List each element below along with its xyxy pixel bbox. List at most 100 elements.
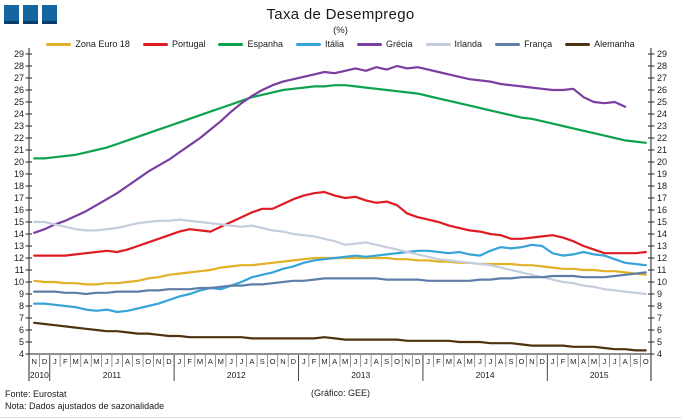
x-month-label: S xyxy=(509,357,514,366)
y-axis-label-right: 20 xyxy=(657,157,667,167)
chart-title: Taxa de Desemprego xyxy=(266,6,415,23)
x-month-label: S xyxy=(260,357,265,366)
y-axis-label-left: 23 xyxy=(14,121,24,131)
y-axis-label-right: 11 xyxy=(657,265,666,275)
y-axis-label-right: 18 xyxy=(657,181,667,191)
y-axis-label-right: 14 xyxy=(657,229,667,239)
legend-swatch-icon xyxy=(218,42,244,46)
x-year-label: 2012 xyxy=(227,370,246,380)
x-month-label: N xyxy=(31,357,36,366)
y-axis-label-left: 20 xyxy=(14,157,24,167)
y-axis-label-left: 25 xyxy=(14,97,24,107)
y-axis-label-left: 4 xyxy=(19,349,24,359)
x-month-label: J xyxy=(229,357,233,366)
series-line-alemanha xyxy=(33,321,647,352)
x-month-label: O xyxy=(518,357,524,366)
x-month-label: J xyxy=(551,357,555,366)
x-month-label: J xyxy=(602,357,606,366)
x-month-label: J xyxy=(105,357,109,366)
x-year-label: 2014 xyxy=(476,370,495,380)
legend-label: Itália xyxy=(325,39,345,49)
x-month-label: M xyxy=(342,357,348,366)
x-month-label: A xyxy=(498,357,503,366)
y-axis-label-right: 10 xyxy=(657,277,667,287)
y-axis-label-right: 16 xyxy=(657,205,667,215)
y-axis-label-left: 11 xyxy=(15,265,24,275)
legend-swatch-icon xyxy=(565,42,591,46)
y-axis-label-right: 29 xyxy=(657,49,667,59)
legend-label: Zona Euro 18 xyxy=(75,39,130,49)
legend-item: Espanha xyxy=(218,39,283,49)
note-text: Nota: Dados ajustados de sazonalidade xyxy=(5,401,165,411)
y-axis-label-right: 9 xyxy=(657,289,662,299)
x-year-label: 2013 xyxy=(351,370,370,380)
legend-label: Alemanha xyxy=(594,39,635,49)
y-axis-label-right: 26 xyxy=(657,85,667,95)
x-month-label: N xyxy=(405,357,410,366)
x-month-label: M xyxy=(321,357,327,366)
x-month-label: O xyxy=(643,357,649,366)
legend-item: Itália xyxy=(296,39,344,49)
x-month-label: A xyxy=(457,357,462,366)
legend-swatch-icon xyxy=(296,42,321,46)
y-axis-label-left: 6 xyxy=(19,325,24,335)
y-axis-label-right: 28 xyxy=(657,61,667,71)
y-axis-label-left: 17 xyxy=(14,193,24,203)
y-axis-label-left: 29 xyxy=(14,49,24,59)
y-axis-label-right: 7 xyxy=(657,313,662,323)
y-axis-label-left: 5 xyxy=(19,337,24,347)
legend-label: Espanha xyxy=(247,39,283,49)
x-month-label: D xyxy=(415,357,421,366)
x-month-label: O xyxy=(270,357,276,366)
x-month-label: M xyxy=(197,357,203,366)
x-month-label: J xyxy=(115,357,119,366)
legend-swatch-icon xyxy=(495,42,521,46)
y-axis-label-left: 12 xyxy=(14,253,24,263)
legend-label: Portugal xyxy=(171,39,206,49)
x-month-label: J xyxy=(426,357,430,366)
footer-source: Fonte: Eurostat Nota: Dados ajustados de… xyxy=(5,388,164,412)
y-axis-label-right: 25 xyxy=(657,97,667,107)
footer-credit: (Gráfico: GEE) xyxy=(310,388,370,398)
x-month-label: A xyxy=(84,357,89,366)
x-month-label: J xyxy=(53,357,57,366)
legend-item: França xyxy=(495,39,552,49)
y-axis-label-left: 26 xyxy=(14,85,24,95)
x-month-label: J xyxy=(488,357,492,366)
x-month-label: O xyxy=(145,357,151,366)
legend-item: Zona Euro 18 xyxy=(46,39,130,49)
x-month-label: J xyxy=(478,357,482,366)
y-axis-label-left: 8 xyxy=(19,301,24,311)
legend-item: Irlanda xyxy=(425,39,482,49)
x-month-label: A xyxy=(125,357,130,366)
x-month-label: J xyxy=(354,357,358,366)
x-month-label: M xyxy=(73,357,79,366)
series-line-espanha xyxy=(33,84,647,160)
legend-swatch-icon xyxy=(142,42,168,46)
y-axis-label-right: 5 xyxy=(657,337,662,347)
x-month-label: A xyxy=(581,357,586,366)
y-axis-label-left: 9 xyxy=(19,289,24,299)
x-month-label: J xyxy=(364,357,368,366)
logo-square-icon xyxy=(23,5,38,24)
y-axis-label-left: 27 xyxy=(14,73,24,83)
x-month-label: A xyxy=(332,357,337,366)
y-axis-label-right: 17 xyxy=(657,193,667,203)
x-month-label: J xyxy=(177,357,181,366)
x-month-label: N xyxy=(529,357,534,366)
y-axis-label-left: 24 xyxy=(14,109,24,119)
y-axis-label-right: 8 xyxy=(657,301,662,311)
x-month-label: N xyxy=(280,357,285,366)
source-text: Fonte: Eurostat xyxy=(5,389,67,399)
y-axis-label-left: 19 xyxy=(14,169,24,179)
x-month-label: F xyxy=(187,357,192,366)
y-axis-label-right: 13 xyxy=(657,241,667,251)
y-axis-label-right: 21 xyxy=(657,145,667,155)
x-month-label: M xyxy=(466,357,472,366)
x-month-label: M xyxy=(218,357,224,366)
series-line-fran-a xyxy=(33,271,647,296)
y-axis-label-left: 7 xyxy=(19,313,24,323)
x-month-label: S xyxy=(135,357,140,366)
